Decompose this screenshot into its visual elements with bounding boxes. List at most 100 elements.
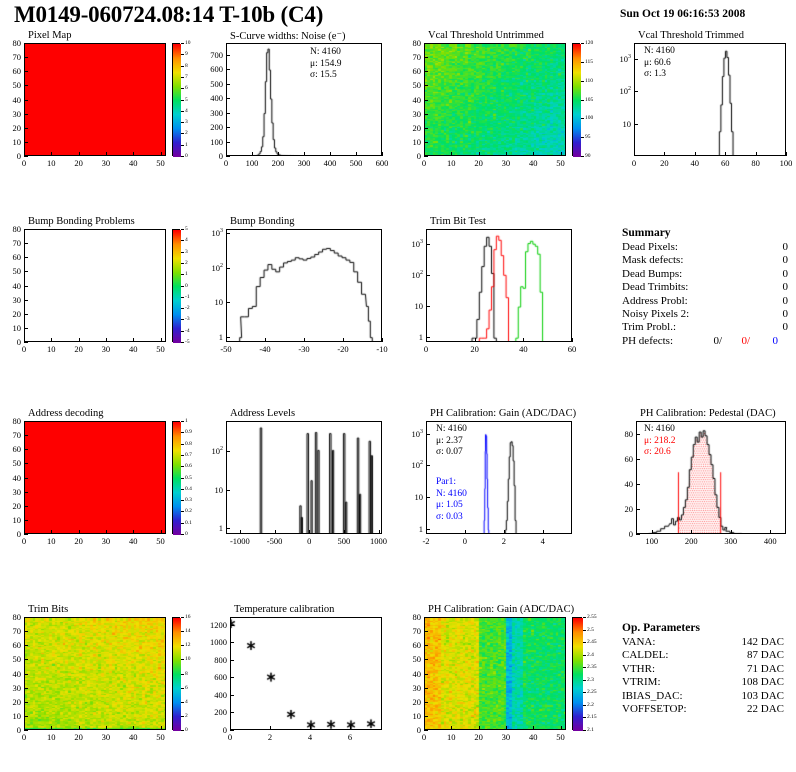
color-scale	[572, 43, 581, 157]
color-scale	[572, 617, 583, 731]
x-axis-tick	[274, 530, 276, 534]
y-axis-tick	[24, 421, 28, 422]
x-axis-tick	[133, 152, 135, 156]
panel-pixel-map: Pixel Map 0 10 20 30 40 50 0 10 20 30 40 50 60 70 80 0 1 2…	[0, 30, 200, 178]
x-axis-tick	[523, 338, 525, 342]
summary-row-label: Trim Probl.:	[622, 321, 677, 334]
y-axis-tick-label: 103	[211, 227, 224, 238]
y-axis-tick	[426, 243, 430, 245]
x-axis-tick-label: 0	[21, 344, 27, 354]
x-axis-tick-label: 20	[74, 158, 83, 168]
color-scale-tick	[181, 133, 184, 135]
x-axis-tick-label: -20	[337, 344, 349, 354]
y-axis-tick	[226, 336, 230, 338]
y-axis-tick-label: 1	[218, 331, 223, 342]
y-axis-tick	[424, 645, 428, 647]
x-axis-tick-label: 300	[724, 536, 738, 546]
chart-stat-line: σ: 1.3	[644, 69, 667, 79]
y-axis-tick	[24, 435, 28, 437]
color-scale-label: 2.35	[587, 664, 597, 671]
color-scale-label: 0.5	[185, 474, 192, 481]
color-scale-label: 0.2	[185, 508, 192, 515]
y-axis-tick	[230, 624, 234, 626]
color-scale-label: 5	[185, 226, 188, 232]
x-axis-tick-label: 400	[323, 158, 337, 168]
x-axis-tick-label: -50	[220, 344, 232, 354]
color-scale-label: 0	[185, 531, 188, 537]
y-axis-tick-label: 20	[12, 500, 22, 511]
panel-vcal-threshold-untrimmed: Vcal Threshold Untrimmed 0 10 20 30 40 50 0 10 20…	[400, 30, 600, 178]
x-axis-tick-label: 400	[763, 536, 777, 546]
y-axis-tick	[424, 659, 428, 661]
y-axis-tick	[24, 57, 28, 59]
y-axis-tick-label: 70	[12, 238, 22, 249]
chart-plot-area	[24, 229, 166, 342]
summary-row-value: 0	[782, 241, 789, 253]
y-axis-tick	[24, 71, 28, 73]
y-axis-tick	[426, 465, 430, 467]
y-axis-tick-label: 30	[12, 294, 22, 305]
y-axis-tick-label: 0	[416, 151, 421, 161]
color-scale-tick	[581, 156, 584, 157]
y-axis-tick	[24, 715, 28, 717]
x-axis-tick	[78, 338, 80, 342]
y-axis-tick	[24, 617, 28, 618]
y-axis-tick	[226, 489, 230, 491]
y-axis-tick-label: 70	[12, 430, 22, 441]
y-axis-tick	[24, 243, 28, 245]
y-axis-tick	[636, 458, 640, 460]
y-axis-tick-label: 102	[211, 262, 224, 273]
y-axis-tick	[24, 342, 28, 343]
x-axis-tick	[78, 152, 80, 156]
y-axis-tick-label: 0	[16, 529, 21, 539]
y-axis-tick	[24, 43, 28, 44]
chart-title: Trim Bit Test	[430, 216, 486, 227]
chart-canvas	[25, 44, 165, 155]
page-title: M0149-060724.08:14 T-10b (C4)	[14, 2, 324, 27]
y-axis-tick-label: 600	[214, 672, 227, 683]
y-axis-tick-label: 102	[211, 445, 224, 456]
y-axis-tick	[424, 99, 428, 101]
x-axis-tick-label: 300	[297, 158, 311, 168]
x-axis-tick	[51, 338, 53, 342]
y-axis-tick	[24, 477, 28, 479]
color-scale-tick	[181, 65, 184, 67]
color-scale-tick	[581, 99, 584, 101]
chart-stat-line: Par1:	[436, 477, 457, 487]
x-axis-tick-label: 40	[128, 732, 138, 742]
chart-plot-area	[226, 43, 382, 156]
y-axis-tick-label: 30	[12, 108, 22, 119]
x-axis-tick-label: -500	[266, 536, 283, 546]
x-axis-tick	[160, 530, 162, 534]
y-axis-tick	[424, 71, 428, 73]
y-axis-tick-label: 40	[12, 472, 22, 483]
y-axis-tick	[24, 659, 28, 661]
color-scale-tick	[181, 659, 184, 661]
x-axis-tick	[51, 530, 53, 534]
y-axis-tick-label: 0	[16, 725, 21, 735]
y-axis-tick-label: 80	[412, 612, 422, 622]
x-axis-tick	[239, 530, 241, 534]
summary-row-value: 0	[782, 267, 789, 280]
panel-address-decoding: Address decoding 0 10 20 30 40 50 0 10 20 30 40 50 60…	[0, 408, 200, 556]
x-axis-tick	[24, 530, 25, 534]
color-scale-label: 100	[585, 115, 594, 122]
color-scale-label: 2.55	[587, 614, 597, 620]
color-scale-label: 1	[185, 418, 188, 424]
op-parameter-label: VANA:	[622, 636, 656, 648]
y-axis-tick	[226, 156, 230, 157]
chart-plot-area	[426, 421, 572, 534]
color-scale-label: 90	[585, 153, 591, 159]
y-axis-tick	[24, 673, 28, 675]
x-axis-tick-label: -30	[298, 344, 310, 354]
color-scale-label: 8	[185, 670, 188, 677]
y-axis-tick-label: 70	[12, 626, 22, 637]
y-axis-tick-label: 20	[624, 503, 634, 514]
x-axis-tick-label: 0	[421, 732, 427, 742]
y-axis-tick-label: 40	[412, 668, 422, 679]
color-scale-tick	[181, 274, 184, 276]
y-axis-tick-label: 60	[12, 252, 22, 263]
chart-plot-area	[426, 229, 572, 342]
x-axis-tick-label: 50	[156, 732, 165, 742]
summary-row-label: Address Probl:	[622, 294, 688, 307]
